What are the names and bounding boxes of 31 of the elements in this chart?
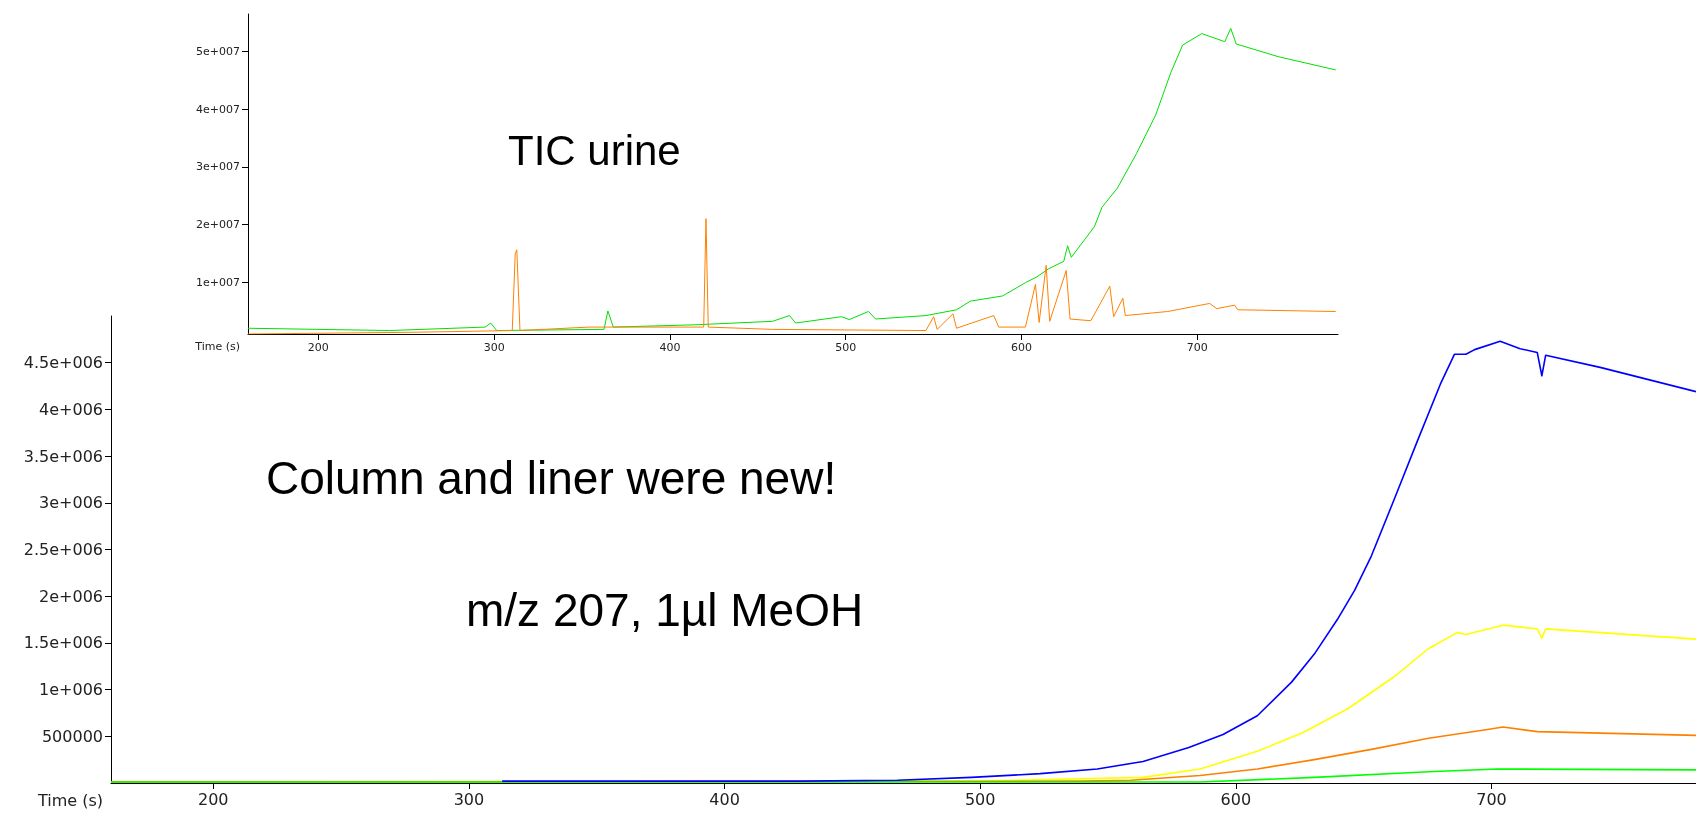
y-tick-label: 3e+007 bbox=[196, 160, 240, 174]
x-tick-label: 300 bbox=[453, 789, 485, 809]
x-tick-label: 500 bbox=[835, 341, 857, 354]
y-tick-label: 1.5e+006 bbox=[23, 633, 103, 653]
y-tick-label: 2e+007 bbox=[196, 217, 240, 231]
y-tick-label: 3e+006 bbox=[39, 493, 103, 513]
y-tick-label: 1e+007 bbox=[196, 275, 240, 289]
annotation: TIC urine bbox=[508, 126, 681, 174]
annotation: m/z 207, 1µl MeOH bbox=[466, 584, 864, 636]
x-tick-label: 200 bbox=[197, 789, 229, 809]
x-tick-label: 600 bbox=[1011, 341, 1033, 354]
x-tick-label: 600 bbox=[1220, 789, 1252, 809]
x-tick-label: 700 bbox=[1186, 341, 1208, 354]
y-tick-label: 1e+006 bbox=[39, 680, 103, 700]
x-tick-label: 400 bbox=[709, 789, 740, 809]
y-tick-label: 2e+006 bbox=[39, 586, 103, 606]
x-tick-label: 400 bbox=[659, 341, 681, 354]
x-axis-title: Time (s) bbox=[36, 791, 103, 811]
x-tick-label: 300 bbox=[483, 341, 505, 354]
y-tick-label: 5e+007 bbox=[196, 44, 240, 58]
x-axis-title: Time (s) bbox=[194, 339, 240, 353]
y-tick-label: 2.5e+006 bbox=[23, 540, 103, 559]
y-tick-label: 4e+006 bbox=[39, 399, 103, 419]
annotation: Column and liner were new! bbox=[266, 452, 837, 504]
x-tick-label: 500 bbox=[964, 789, 996, 809]
y-tick-label: 4e+007 bbox=[196, 102, 240, 116]
y-tick-label: 500000 bbox=[41, 726, 103, 746]
x-tick-label: 200 bbox=[307, 341, 329, 354]
x-tick-label: 700 bbox=[1476, 789, 1507, 809]
y-tick-label: 4.5e+006 bbox=[23, 353, 103, 373]
y-tick-label: 3.5e+006 bbox=[23, 446, 103, 466]
